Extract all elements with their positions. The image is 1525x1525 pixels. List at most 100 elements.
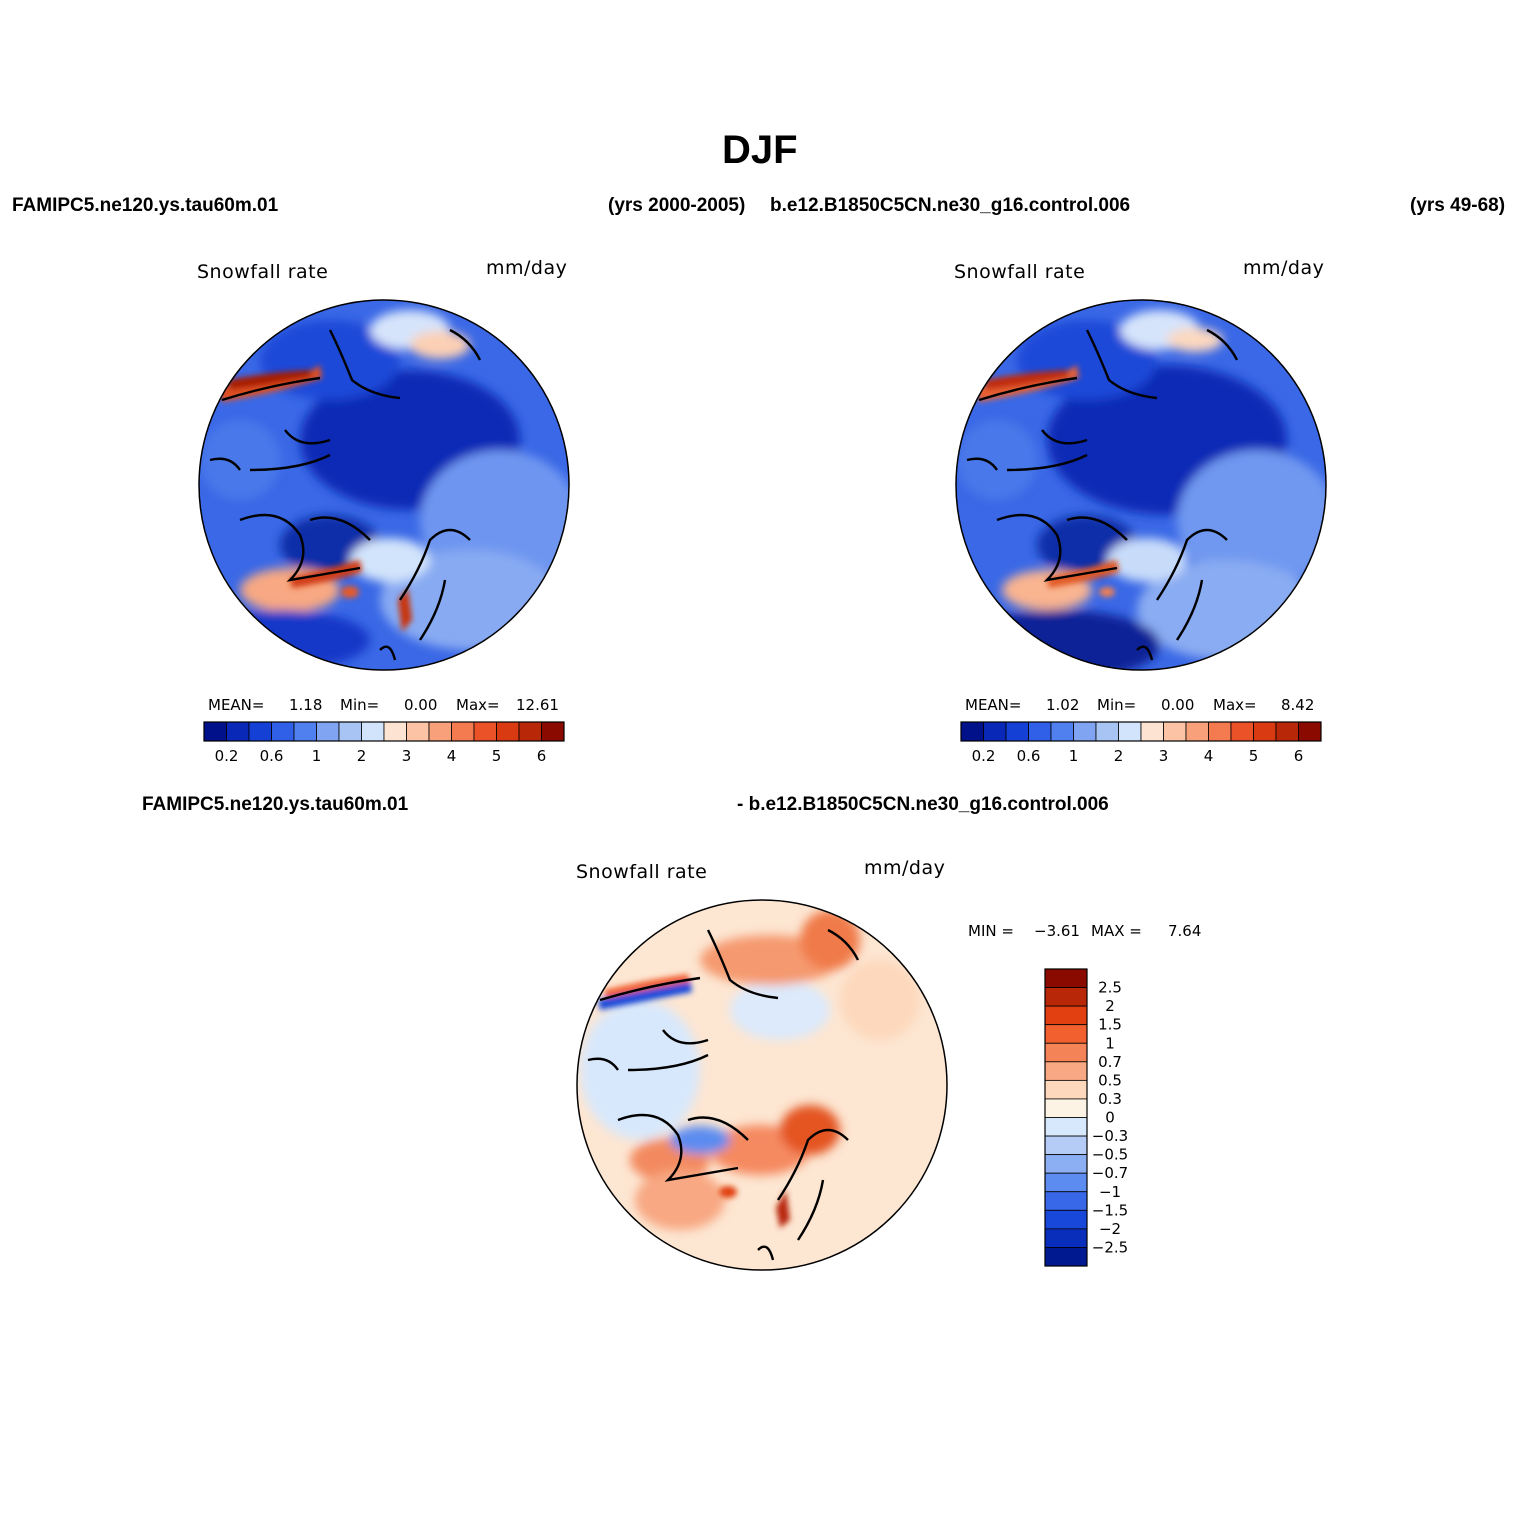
colorbar-tick-label: −0.3	[1092, 1127, 1128, 1145]
colorbar-box	[1118, 721, 1142, 742]
panel2-map	[955, 299, 1327, 671]
diff-colorbar: 2.521.510.70.50.30−0.3−0.5−0.7−1−1.5−2−2…	[1044, 968, 1128, 1267]
colorbar-tick-label: 0	[1105, 1109, 1115, 1127]
colorbar-box	[1044, 1079, 1088, 1100]
diff-case2-name: - b.e12.B1850C5CN.ne30_g16.control.006	[737, 794, 1109, 815]
colorbar-tick-label: 3	[402, 747, 412, 765]
panel1-variable: Snowfall rate	[197, 261, 329, 283]
colorbar-box	[1044, 1061, 1088, 1081]
colorbar-box	[203, 721, 227, 742]
panel2-max: 8.42	[1281, 696, 1315, 714]
colorbar-tick-label: 4	[1204, 747, 1214, 765]
colorbar-box	[1275, 721, 1299, 742]
colorbar-box	[1095, 721, 1119, 742]
panel1-mean-label: MEAN=	[208, 696, 265, 714]
colorbar-box	[1044, 1209, 1088, 1230]
colorbar-tick-label: 4	[447, 747, 457, 765]
panel1-mean: 1.18	[289, 696, 323, 714]
colorbar-tick-label: 2	[1114, 747, 1124, 765]
case1-name: FAMIPC5.ne120.ys.tau60m.01	[12, 195, 279, 216]
colorbar-box	[293, 721, 317, 742]
colorbar-tick-label: 1	[312, 747, 322, 765]
colorbar-box	[1208, 721, 1232, 742]
panel1-units: mm/day	[486, 257, 568, 279]
colorbar-tick-label: 0.2	[972, 747, 996, 765]
panel2-min: 0.00	[1161, 696, 1195, 714]
colorbar-box	[1044, 968, 1088, 988]
colorbar-box	[1044, 1172, 1088, 1193]
colorbar-box	[1185, 721, 1209, 742]
colorbar-tick-label: 2	[357, 747, 367, 765]
colorbar-box	[1044, 987, 1088, 1007]
colorbar-box	[1163, 721, 1187, 742]
colorbar-box	[428, 721, 452, 742]
panel1-max-label: Max=	[456, 696, 500, 714]
panel1-min-label: Min=	[340, 696, 380, 714]
diff-max-label: MAX =	[1091, 922, 1142, 940]
colorbar-box	[1044, 1042, 1088, 1063]
colorbar-box	[361, 721, 385, 742]
colorbar-box	[1044, 1117, 1088, 1137]
case2-name: b.e12.B1850C5CN.ne30_g16.control.006	[770, 195, 1131, 216]
colorbar-box	[518, 721, 542, 742]
colorbar-tick-label: −0.5	[1092, 1146, 1128, 1164]
colorbar-box	[1044, 1024, 1088, 1044]
colorbar-tick-label: −0.7	[1092, 1164, 1128, 1182]
colorbar-box	[1044, 1247, 1088, 1267]
colorbar-tick-label: 1	[1069, 747, 1079, 765]
colorbar-box	[406, 721, 430, 742]
panel1-max: 12.61	[516, 696, 559, 714]
panel2-variable: Snowfall rate	[954, 261, 1086, 283]
colorbar-tick-label: 6	[1294, 747, 1304, 765]
colorbar-box	[1253, 721, 1277, 742]
colorbar-tick-label: −2	[1099, 1220, 1121, 1238]
main-title: DJF	[722, 128, 798, 172]
colorbar-tick-label: 0.6	[260, 747, 284, 765]
colorbar-tick-label: 5	[492, 747, 502, 765]
colorbar-box	[541, 721, 565, 742]
colorbar-tick-label: 3	[1159, 747, 1169, 765]
colorbar-box	[271, 721, 295, 742]
colorbar-box	[338, 721, 362, 742]
panel2-mean: 1.02	[1046, 696, 1080, 714]
colorbar-tick-label: 0.5	[1098, 1071, 1122, 1089]
colorbar-box	[226, 721, 250, 742]
colorbar-box	[1005, 721, 1029, 742]
colorbar-box	[1044, 1228, 1088, 1248]
colorbar-box	[316, 721, 340, 742]
colorbar-box	[1044, 1191, 1088, 1211]
colorbar-box	[496, 721, 520, 742]
panel2-min-label: Min=	[1097, 696, 1137, 714]
colorbar-box	[960, 721, 984, 742]
colorbar-tick-label: 0.7	[1098, 1053, 1122, 1071]
colorbar-box	[248, 721, 272, 742]
diff-case1-name: FAMIPC5.ne120.ys.tau60m.01	[142, 794, 409, 815]
panel1-colorbar: 0.2 0.6 1 2 3 4 5 6	[203, 721, 565, 765]
colorbar-tick-label: 0.6	[1017, 747, 1041, 765]
diff-min: −3.61	[1034, 922, 1080, 940]
colorbar-tick-label: 2.5	[1098, 979, 1122, 997]
colorbar-tick-label: −1.5	[1092, 1201, 1128, 1219]
colorbar-box	[451, 721, 475, 742]
colorbar-frame	[1044, 968, 1088, 1267]
diff-units: mm/day	[864, 857, 946, 879]
colorbar-box	[1044, 1098, 1088, 1118]
diff-variable: Snowfall rate	[576, 861, 708, 883]
panel1-map	[198, 299, 570, 671]
colorbar-box	[1298, 721, 1322, 742]
colorbar-tick-label: 1	[1105, 1034, 1115, 1052]
colorbar-tick-label: 0.2	[215, 747, 239, 765]
case1-years: (yrs 2000-2005)	[608, 195, 746, 216]
colorbar-tick-label: 0.3	[1098, 1090, 1122, 1108]
panel2-colorbar: 0.2 0.6 1 2 3 4 5 6	[960, 721, 1322, 765]
colorbar-box	[1050, 721, 1074, 742]
colorbar-box	[1230, 721, 1254, 742]
colorbar-frame	[203, 721, 565, 742]
colorbar-tick-label: 6	[537, 747, 547, 765]
colorbar-tick-label: 5	[1249, 747, 1259, 765]
colorbar-frame	[960, 721, 1322, 742]
colorbar-box	[383, 721, 407, 742]
colorbar-tick-label: −1	[1099, 1183, 1121, 1201]
colorbar-tick-label: 2	[1105, 997, 1115, 1015]
panel1-min: 0.00	[404, 696, 438, 714]
